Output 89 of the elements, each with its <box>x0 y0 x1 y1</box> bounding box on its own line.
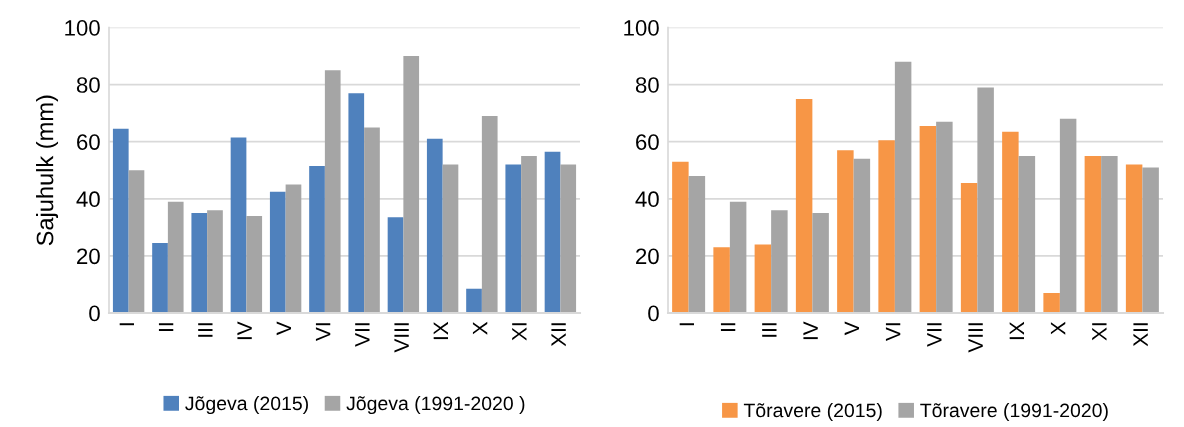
x-tick-label: XI <box>1092 323 1107 341</box>
bar <box>936 121 953 313</box>
bar <box>269 191 286 313</box>
y-tick-label: 80 <box>76 77 100 93</box>
bar <box>729 201 747 313</box>
bar <box>894 61 912 313</box>
x-tick-label: IV <box>237 321 252 340</box>
x-tick-label: XII <box>1133 323 1148 347</box>
legend-label: Tõravere (1991-2020) <box>920 402 1108 422</box>
x-tick-label: IX <box>433 321 449 340</box>
bar <box>207 210 223 313</box>
bar <box>977 87 994 313</box>
bar <box>837 150 854 313</box>
bar <box>426 138 443 313</box>
x-tick-label: X <box>472 321 488 335</box>
bar <box>191 213 208 313</box>
bar <box>521 155 537 313</box>
bar <box>1084 155 1102 313</box>
x-tick-label: XII <box>551 323 566 347</box>
legend-label: Tõravere (2015) <box>743 402 882 422</box>
bar <box>1101 155 1118 313</box>
bar <box>795 98 813 313</box>
x-tick-label: I <box>679 323 695 326</box>
x-tick-label: VI <box>315 323 331 341</box>
bar <box>560 164 577 313</box>
x-tick-label: VII <box>355 323 370 347</box>
x-tick-label: II <box>158 323 174 331</box>
bar <box>1142 167 1159 313</box>
bar <box>246 215 263 313</box>
bar <box>364 127 380 313</box>
x-tick-label: VI <box>885 323 901 341</box>
bar <box>1018 155 1036 313</box>
bar <box>688 175 706 313</box>
y-tick-label: 40 <box>76 191 100 208</box>
bar <box>167 201 184 313</box>
x-tick-label: IV <box>803 321 818 340</box>
bar <box>387 217 404 313</box>
x-tick-label: VII <box>927 323 942 347</box>
bar <box>112 128 129 313</box>
bar <box>1059 118 1077 313</box>
y-tick-label: 60 <box>77 134 100 150</box>
x-tick-label: III <box>198 323 213 337</box>
bar <box>1002 131 1019 313</box>
bar <box>672 161 689 313</box>
x-tick-label: III <box>762 323 777 337</box>
bar <box>1125 164 1143 313</box>
y-tick-label: 20 <box>636 248 659 265</box>
x-tick-label: VIII <box>968 323 983 353</box>
x-tick-label: V <box>276 321 292 336</box>
y-tick-label: 60 <box>636 134 659 150</box>
bar <box>309 165 325 313</box>
bar <box>812 213 829 313</box>
y-tick-label: 100 <box>65 20 100 36</box>
y-tick-label: 100 <box>624 20 659 36</box>
y-tick-label: 20 <box>77 248 100 265</box>
bar <box>348 93 365 313</box>
bar <box>919 126 937 313</box>
y-tick-label: 40 <box>635 191 659 208</box>
bar <box>285 184 302 313</box>
legend-label: Jõgeva (2015) <box>185 395 308 415</box>
y-axis-title: Sajuhulk (mm) <box>36 95 59 246</box>
bar <box>324 70 341 313</box>
bar <box>1043 293 1060 313</box>
bar <box>505 164 522 313</box>
bar <box>754 244 772 313</box>
x-tick-label: X <box>1050 321 1066 335</box>
bar <box>853 158 871 313</box>
x-tick-label: I <box>119 323 135 326</box>
bar <box>230 137 247 313</box>
y-tick-label: 0 <box>648 305 659 322</box>
bar <box>544 151 561 313</box>
x-tick-label: IX <box>1009 321 1025 340</box>
bar <box>713 247 730 313</box>
bar <box>403 56 420 313</box>
bar <box>878 140 895 313</box>
x-tick-label: II <box>720 323 736 331</box>
legend-label: Jõgeva (1991-2020 ) <box>346 395 525 415</box>
x-tick-label: XI <box>512 323 527 341</box>
bar <box>481 116 498 313</box>
bar <box>442 164 459 313</box>
bar <box>152 243 168 313</box>
y-tick-label: 80 <box>635 77 659 93</box>
bar <box>128 170 145 313</box>
bar <box>466 288 482 313</box>
bar <box>960 183 978 313</box>
bar <box>771 210 788 313</box>
y-tick-label: 0 <box>89 305 100 322</box>
x-tick-label: VIII <box>394 323 409 353</box>
x-tick-label: V <box>844 321 860 336</box>
